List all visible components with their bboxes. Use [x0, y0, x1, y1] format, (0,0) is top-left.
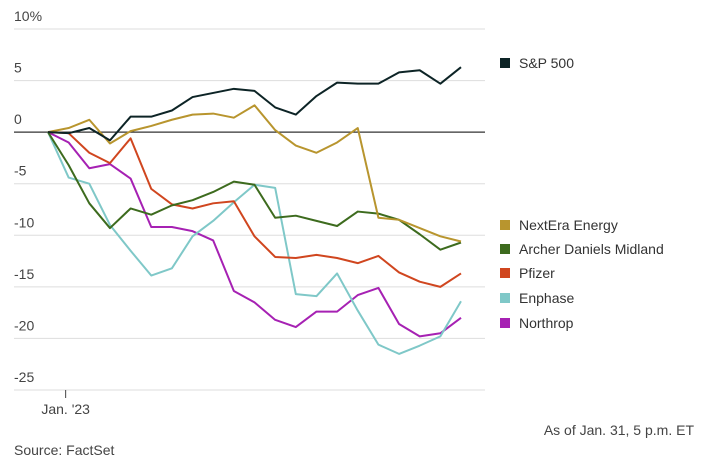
legend-label: Pfizer [519, 265, 555, 281]
series-line [47, 131, 462, 355]
y-tick-label: -10 [14, 214, 34, 230]
y-tick-label: -25 [14, 369, 34, 385]
y-tick-label: 10% [14, 8, 42, 24]
source: Source: FactSet [14, 442, 114, 458]
legend-label: Enphase [519, 290, 574, 306]
y-tick-label: 0 [14, 111, 22, 127]
y-tick-label: -5 [14, 163, 27, 179]
legend-label: Archer Daniels Midland [519, 241, 664, 257]
legend-label: NextEra Energy [519, 217, 618, 233]
series-line [47, 131, 462, 288]
legend-swatch [500, 220, 510, 230]
y-tick-label: -15 [14, 266, 34, 282]
series-line [47, 131, 462, 338]
series-line [47, 66, 462, 142]
legend-swatch [500, 268, 510, 278]
y-tick-label: 5 [14, 60, 22, 76]
series-line [47, 104, 462, 243]
legend-label: Northrop [519, 315, 574, 331]
y-tick-label: -20 [14, 317, 34, 333]
note: As of Jan. 31, 5 p.m. ET [544, 422, 695, 438]
legend-swatch [500, 318, 510, 328]
series-line [47, 131, 462, 251]
legend-label: S&P 500 [519, 55, 574, 71]
legend-swatch [500, 293, 510, 303]
legend-swatch [500, 244, 510, 254]
x-tick-label: Jan. '23 [41, 401, 90, 417]
legend-swatch [500, 58, 510, 68]
